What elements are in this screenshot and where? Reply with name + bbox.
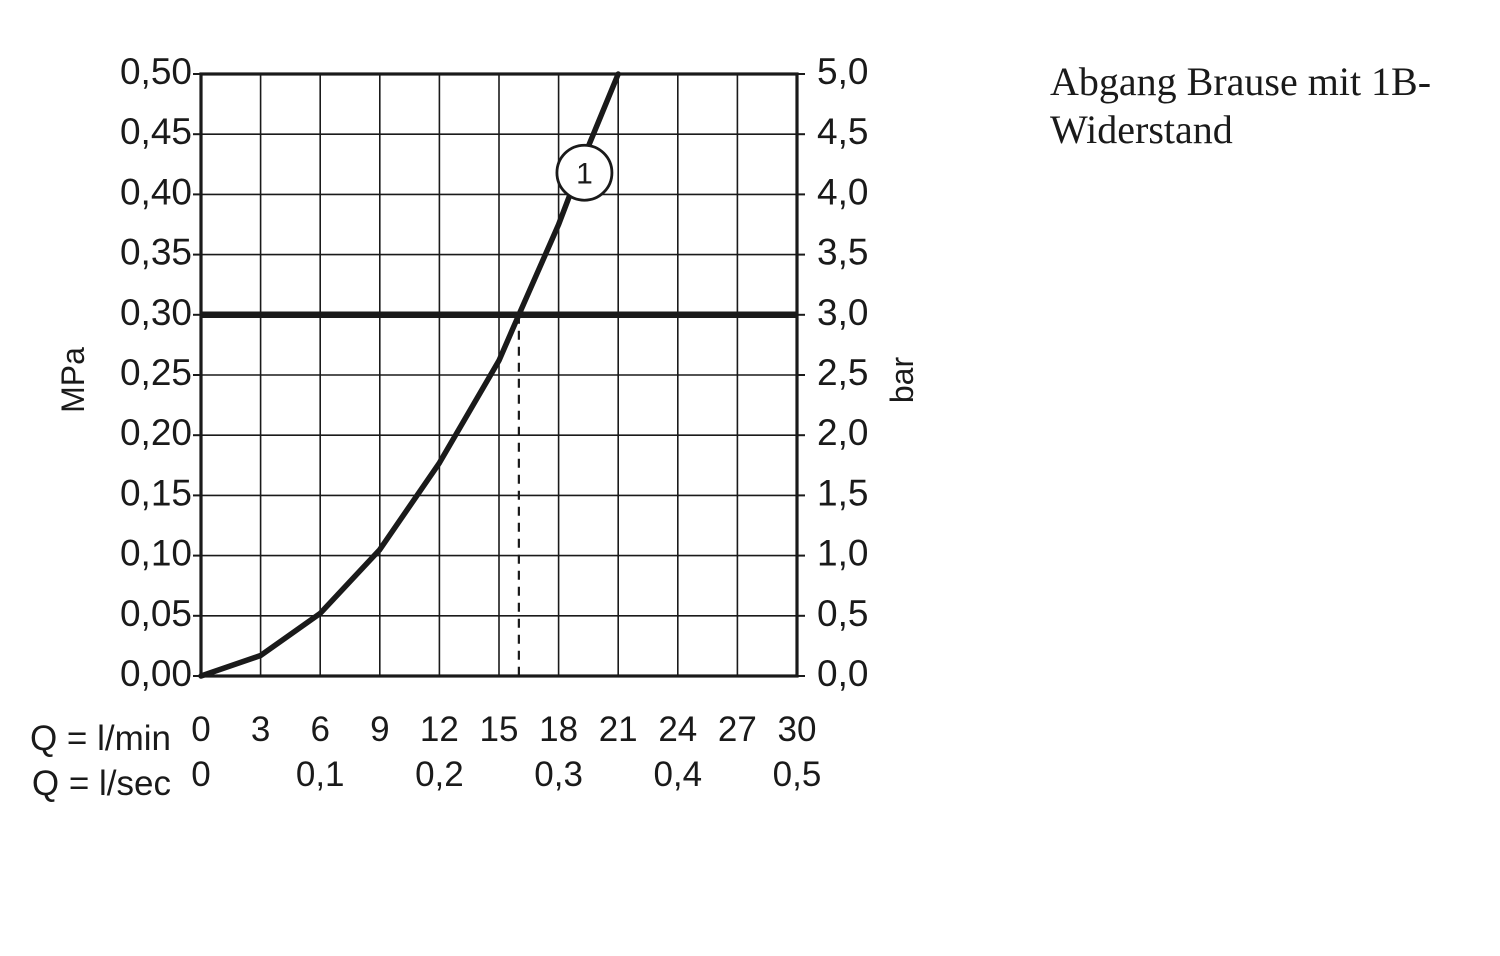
svg-text:bar: bar <box>884 357 920 404</box>
svg-text:9: 9 <box>370 710 389 749</box>
svg-text:12: 12 <box>420 710 459 749</box>
svg-text:1: 1 <box>576 158 593 191</box>
svg-text:0,1: 0,1 <box>296 755 345 794</box>
svg-text:30: 30 <box>778 710 817 749</box>
svg-text:0,5: 0,5 <box>817 593 868 634</box>
svg-text:0,2: 0,2 <box>415 755 464 794</box>
svg-text:0,5: 0,5 <box>773 755 822 794</box>
svg-text:0: 0 <box>191 755 210 794</box>
svg-text:0,50: 0,50 <box>120 51 192 92</box>
svg-text:24: 24 <box>658 710 697 749</box>
svg-text:15: 15 <box>480 710 519 749</box>
svg-text:0,3: 0,3 <box>534 755 583 794</box>
svg-text:MPa: MPa <box>55 347 91 413</box>
svg-text:18: 18 <box>539 710 578 749</box>
svg-text:0,35: 0,35 <box>120 232 192 273</box>
svg-text:0,20: 0,20 <box>120 412 192 453</box>
svg-text:3,5: 3,5 <box>817 232 868 273</box>
svg-text:4,5: 4,5 <box>817 111 868 152</box>
svg-text:3,0: 3,0 <box>817 292 868 333</box>
svg-text:0,00: 0,00 <box>120 653 192 694</box>
svg-text:0,0: 0,0 <box>817 653 868 694</box>
svg-text:0,4: 0,4 <box>653 755 702 794</box>
svg-text:3: 3 <box>251 710 270 749</box>
svg-text:0,30: 0,30 <box>120 292 192 333</box>
svg-text:21: 21 <box>599 710 638 749</box>
svg-text:2,5: 2,5 <box>817 352 868 393</box>
svg-text:Q = l/min: Q = l/min <box>30 719 171 758</box>
svg-text:5,0: 5,0 <box>817 51 868 92</box>
svg-text:1,5: 1,5 <box>817 472 868 513</box>
svg-text:0,15: 0,15 <box>120 472 192 513</box>
svg-text:0,10: 0,10 <box>120 533 192 574</box>
svg-text:6: 6 <box>310 710 329 749</box>
svg-text:27: 27 <box>718 710 757 749</box>
svg-text:0,45: 0,45 <box>120 111 192 152</box>
svg-text:0: 0 <box>191 710 210 749</box>
svg-text:0,25: 0,25 <box>120 352 192 393</box>
svg-text:2,0: 2,0 <box>817 412 868 453</box>
svg-text:Q = l/sec: Q = l/sec <box>32 764 171 803</box>
svg-text:0,40: 0,40 <box>120 171 192 212</box>
svg-text:0,05: 0,05 <box>120 593 192 634</box>
svg-text:4,0: 4,0 <box>817 171 868 212</box>
svg-text:1,0: 1,0 <box>817 533 868 574</box>
